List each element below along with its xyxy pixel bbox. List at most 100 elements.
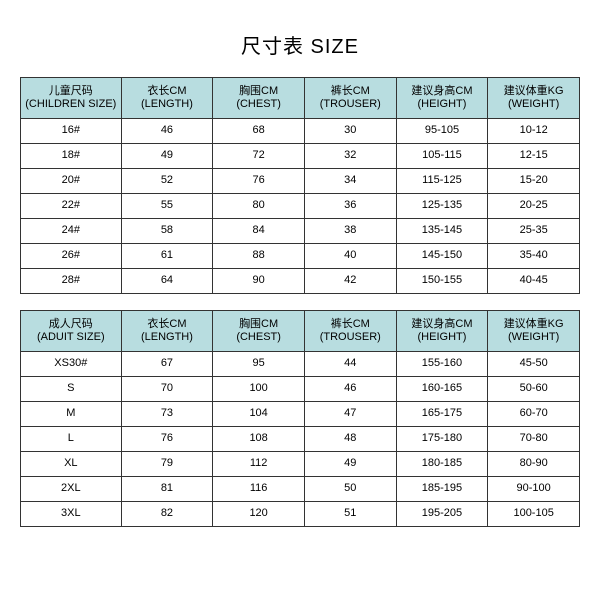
table-cell: 16# — [21, 119, 122, 144]
table-cell: 79 — [121, 452, 213, 477]
page-title: 尺寸表 SIZE — [20, 30, 580, 59]
table-cell: 125-135 — [396, 194, 488, 219]
table-row: 28#649042150-15540-45 — [21, 269, 580, 294]
table-cell: 26# — [21, 244, 122, 269]
spacer-row — [20, 294, 580, 310]
th-chest: 胸围CM(CHEST) — [213, 78, 305, 119]
table-cell: 105-115 — [396, 144, 488, 169]
table-cell: 34 — [304, 169, 396, 194]
adult-size-table: 成人尺码(ADUIT SIZE) 衣长CM(LENGTH) 胸围CM(CHEST… — [20, 310, 580, 527]
table-cell: 70 — [121, 377, 213, 402]
th-height: 建议身高CM(HEIGHT) — [396, 78, 488, 119]
th-en: (CHEST) — [236, 331, 281, 343]
table-cell: 58 — [121, 219, 213, 244]
table-row: XS30#679544155-16045-50 — [21, 352, 580, 377]
table-cell: 24# — [21, 219, 122, 244]
th-trouser: 裤长CM(TROUSER) — [304, 78, 396, 119]
table-cell: XL — [21, 452, 122, 477]
table-cell: 40 — [304, 244, 396, 269]
table-cell: 35-40 — [488, 244, 580, 269]
table-cell: 44 — [304, 352, 396, 377]
th-en: (TROUSER) — [320, 98, 381, 110]
table-row: S7010046160-16550-60 — [21, 377, 580, 402]
table-cell: 40-45 — [488, 269, 580, 294]
th-cn: 建议身高CM — [411, 318, 472, 330]
th-cn: 衣长CM — [147, 85, 186, 97]
table-cell: 80-90 — [488, 452, 580, 477]
spacer-table — [20, 294, 580, 310]
table-cell: 50 — [304, 477, 396, 502]
table-cell: 2XL — [21, 477, 122, 502]
th-en: (WEIGHT) — [508, 98, 559, 110]
table-cell: 120 — [213, 502, 305, 527]
table-cell: 95-105 — [396, 119, 488, 144]
table-cell: 67 — [121, 352, 213, 377]
table-row: 26#618840145-15035-40 — [21, 244, 580, 269]
table-cell: 20-25 — [488, 194, 580, 219]
table-cell: 180-185 — [396, 452, 488, 477]
table-cell: 76 — [121, 427, 213, 452]
table-cell: 3XL — [21, 502, 122, 527]
th-en: (ADUIT SIZE) — [37, 331, 105, 343]
table-cell: 100 — [213, 377, 305, 402]
table-cell: 25-35 — [488, 219, 580, 244]
th-cn: 成人尺码 — [49, 318, 93, 330]
table-cell: 28# — [21, 269, 122, 294]
table-cell: 150-155 — [396, 269, 488, 294]
table-cell: 81 — [121, 477, 213, 502]
table-cell: L — [21, 427, 122, 452]
th-adult-size: 成人尺码(ADUIT SIZE) — [21, 311, 122, 352]
table-cell: 18# — [21, 144, 122, 169]
table-cell: 60-70 — [488, 402, 580, 427]
table-cell: 22# — [21, 194, 122, 219]
th-en: (WEIGHT) — [508, 331, 559, 343]
table-cell: 48 — [304, 427, 396, 452]
th-trouser: 裤长CM(TROUSER) — [304, 311, 396, 352]
th-cn: 建议体重KG — [504, 85, 564, 97]
table-cell: 36 — [304, 194, 396, 219]
table-row: 22#558036125-13520-25 — [21, 194, 580, 219]
th-cn: 建议身高CM — [411, 85, 472, 97]
table-cell: 116 — [213, 477, 305, 502]
th-en: (HEIGHT) — [418, 331, 467, 343]
table-row: 24#588438135-14525-35 — [21, 219, 580, 244]
table-cell: S — [21, 377, 122, 402]
th-length: 衣长CM(LENGTH) — [121, 311, 213, 352]
table-cell: 84 — [213, 219, 305, 244]
th-weight: 建议体重KG(WEIGHT) — [488, 311, 580, 352]
table-cell: 70-80 — [488, 427, 580, 452]
table-cell: 64 — [121, 269, 213, 294]
table-cell: 32 — [304, 144, 396, 169]
table-cell: XS30# — [21, 352, 122, 377]
table-cell: 115-125 — [396, 169, 488, 194]
th-cn: 胸围CM — [239, 318, 278, 330]
th-en: (CHEST) — [236, 98, 281, 110]
table-cell: 90-100 — [488, 477, 580, 502]
table-cell: 155-160 — [396, 352, 488, 377]
table-cell: 50-60 — [488, 377, 580, 402]
table-cell: 20# — [21, 169, 122, 194]
table-row: XL7911249180-18580-90 — [21, 452, 580, 477]
table-cell: 15-20 — [488, 169, 580, 194]
table-cell: 108 — [213, 427, 305, 452]
table-cell: 51 — [304, 502, 396, 527]
th-en: (LENGTH) — [141, 98, 193, 110]
table-row: M7310447165-17560-70 — [21, 402, 580, 427]
table-cell: 72 — [213, 144, 305, 169]
children-header-row: 儿童尺码(CHILDREN SIZE) 衣长CM(LENGTH) 胸围CM(CH… — [21, 78, 580, 119]
table-cell: 55 — [121, 194, 213, 219]
th-cn: 裤长CM — [331, 85, 370, 97]
table-cell: 10-12 — [488, 119, 580, 144]
table-cell: 38 — [304, 219, 396, 244]
table-cell: 80 — [213, 194, 305, 219]
table-cell: 52 — [121, 169, 213, 194]
table-cell: 160-165 — [396, 377, 488, 402]
adult-header-row: 成人尺码(ADUIT SIZE) 衣长CM(LENGTH) 胸围CM(CHEST… — [21, 311, 580, 352]
table-cell: 49 — [121, 144, 213, 169]
table-cell: 82 — [121, 502, 213, 527]
th-height: 建议身高CM(HEIGHT) — [396, 311, 488, 352]
th-chest: 胸围CM(CHEST) — [213, 311, 305, 352]
table-cell: 90 — [213, 269, 305, 294]
table-cell: 46 — [304, 377, 396, 402]
th-en: (HEIGHT) — [418, 98, 467, 110]
